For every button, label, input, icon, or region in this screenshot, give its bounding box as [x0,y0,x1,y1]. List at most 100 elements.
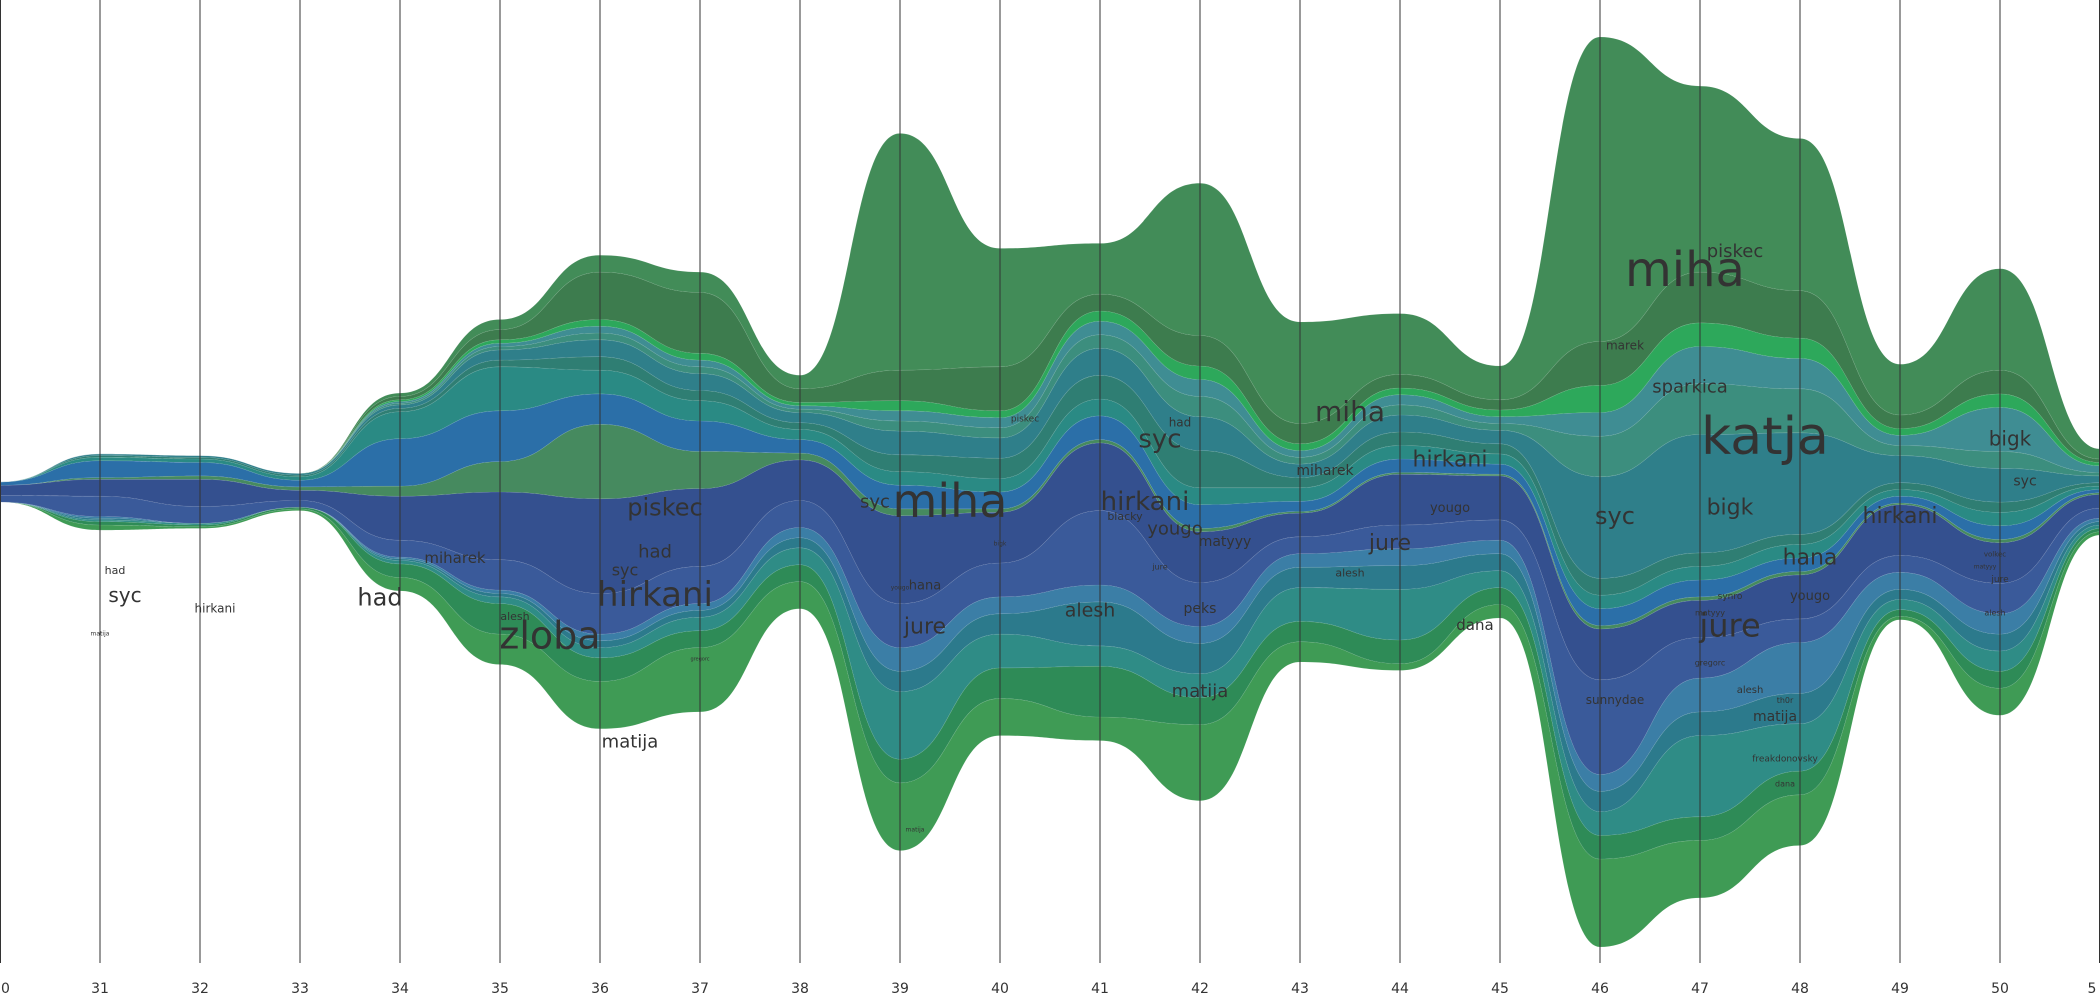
grid-lines [0,0,2100,963]
x-tick-label: 42 [1191,981,1209,997]
stream-layer-katja [0,339,2100,579]
stream-label: had [357,583,402,611]
x-tick-label: 35 [491,981,509,997]
stream-label: syc [860,491,890,512]
x-tick-label: 46 [1591,981,1609,997]
stream-label: blacky [1107,510,1143,523]
x-tick-label: 45 [1491,981,1509,997]
stream-label: peks [1184,601,1217,617]
stream-label: katja [1701,407,1829,467]
stream-label: syc [108,583,141,607]
stream-label: yougo [1147,519,1203,540]
stream-label: dana [1456,616,1493,634]
stream-label: miha [1315,395,1385,428]
stream-label: bigk [1707,496,1754,521]
stream-layers [0,36,2100,948]
stream-label: matyyy [1199,534,1252,550]
x-tick-label: 34 [391,981,409,997]
stream-label: matija [91,630,110,637]
stream-label: dana [1775,779,1795,788]
x-tick-label: 43 [1291,981,1309,997]
stream-label: th0r [1777,696,1794,705]
stream-label: volkec [1984,551,2006,559]
x-tick-label: 50 [1991,981,2009,997]
x-tick-label: 44 [1391,981,1409,997]
stream-label: jure [1151,563,1167,572]
stream-label: gregorc [1695,659,1726,668]
x-tick-label: 41 [1091,981,1109,997]
stream-label: hirkani [1413,448,1488,473]
stream-label: hirkani [597,575,713,615]
stream-layer-zloba [0,423,2100,630]
x-tick-label: 39 [891,981,909,997]
stream-label: sparkica [1652,377,1728,398]
stream-layer-miharek [0,366,2100,610]
x-tick-label: 33 [291,981,309,997]
stream-label: matija [1753,709,1797,725]
stream-label: matija [1172,681,1229,702]
x-axis-ticks: 0 31 32 33 34 35 36 37 38 39 40 41 42 43 44 45 46 47 48 49 5… [1,981,2096,997]
x-tick-label: 49 [1891,981,1909,997]
stream-label: had [1169,416,1192,430]
stream-layer-yogo [0,356,2100,596]
stream-label: piskec [1011,415,1039,425]
x-tick-label: 5 [2088,981,2097,997]
stream-label: hirkani [1863,504,1938,529]
x-tick-label: 0 [1,981,10,997]
stream-label: piskec [1707,241,1764,262]
stream-label: hirkani [195,601,236,615]
stream-label: alesh [1737,685,1764,696]
x-tick-label: 47 [1691,981,1709,997]
x-tick-label: 32 [191,981,209,997]
stream-label: matyyy [1695,608,1725,617]
stream-label: hirkani [1101,487,1190,517]
stream-label: yougo [1790,589,1830,604]
stream-label: hana [1783,546,1838,571]
stream-layer-matija [0,501,2100,948]
stream-label: jure [1698,607,1760,645]
x-tick-label: 48 [1791,981,1809,997]
stream-label: bigk [1989,426,2032,450]
x-tick-label: 38 [791,981,809,997]
stream-label: syc [1138,424,1181,454]
stream-label: yougo [1430,501,1470,516]
stream-label: syc [1595,502,1635,530]
stream-label: miha [1625,242,1745,298]
x-tick-label: 31 [91,981,109,997]
stream-label: marek [1606,339,1644,353]
stream-label: synro [1718,592,1743,602]
stream-label: jure [1990,575,2009,585]
stream-layer-miha [0,36,2100,483]
stream-label: alesh [1065,599,1116,621]
stream-label: alesh [1984,608,2005,617]
stream-label: zloba [499,613,600,657]
stream-label: matija [602,731,659,752]
stream-label: syc [2013,474,2036,490]
stream-label: gregorc [690,656,709,662]
stream-layer-syc [0,495,2100,775]
stream-label: freakdonovsky [1752,754,1818,764]
stream-label: miharek [424,549,486,567]
stream-label: sunnydae [1586,693,1645,707]
stream-label: miharek [1296,463,1354,479]
stream-layer-had [0,393,2100,626]
stream-label: alesh [500,610,529,623]
stream-label: had [105,564,126,577]
stream-label: yougo [891,584,910,591]
stream-label: had [638,541,672,562]
stream-label: matyyy [1974,564,1997,571]
x-tick-label: 40 [991,981,1009,997]
stream-label: miha [893,474,1008,528]
x-tick-label: 37 [691,981,709,997]
stream-label: hana [909,578,941,593]
stream-label: jure [903,615,946,640]
stream-label: alesh [1335,566,1364,579]
x-tick-label: 36 [591,981,609,997]
stream-label: jure [1368,531,1411,556]
stream-label: syc [612,561,639,580]
stream-label: piskec [627,494,702,522]
stream-label: bigk [994,541,1007,548]
stream-label: matija [906,826,925,833]
